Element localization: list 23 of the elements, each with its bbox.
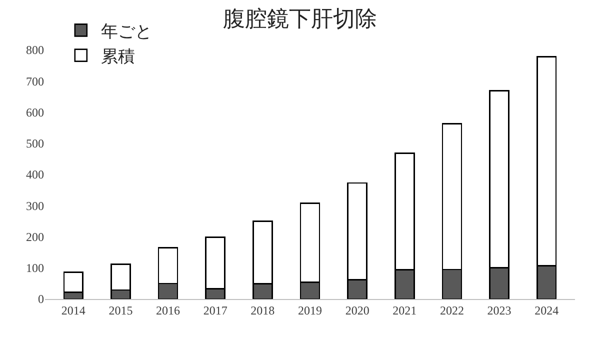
x-tick-label: 2017 (203, 303, 228, 318)
y-tick-label: 800 (26, 43, 44, 58)
x-tick-label: 2016 (156, 303, 180, 318)
y-tick-label: 700 (26, 74, 44, 88)
y-tick-label: 500 (26, 136, 44, 151)
x-tick-label: 2014 (61, 303, 86, 318)
x-tick-label: 2022 (440, 303, 464, 318)
x-tick-label: 2019 (298, 303, 322, 318)
y-tick-label: 600 (26, 105, 44, 120)
x-tick-label: 2015 (108, 303, 133, 318)
y-tick-label: 300 (26, 198, 44, 213)
x-tick-label: 2023 (487, 303, 512, 318)
y-tick-label: 100 (26, 261, 44, 276)
y-tick-label: 200 (26, 230, 44, 244)
y-tick-label: 400 (26, 168, 44, 182)
y-tick-label: 0 (38, 292, 44, 306)
legend-label: 累積 (100, 46, 135, 66)
x-tick-label: 2018 (250, 303, 275, 318)
x-tick-label: 2020 (345, 303, 370, 318)
x-tick-label: 2024 (534, 303, 559, 318)
x-tick-label: 2021 (392, 303, 417, 318)
legend-label: 年ごと (100, 22, 152, 41)
chart-title: 腹腔鏡下肝切除 (223, 6, 377, 31)
